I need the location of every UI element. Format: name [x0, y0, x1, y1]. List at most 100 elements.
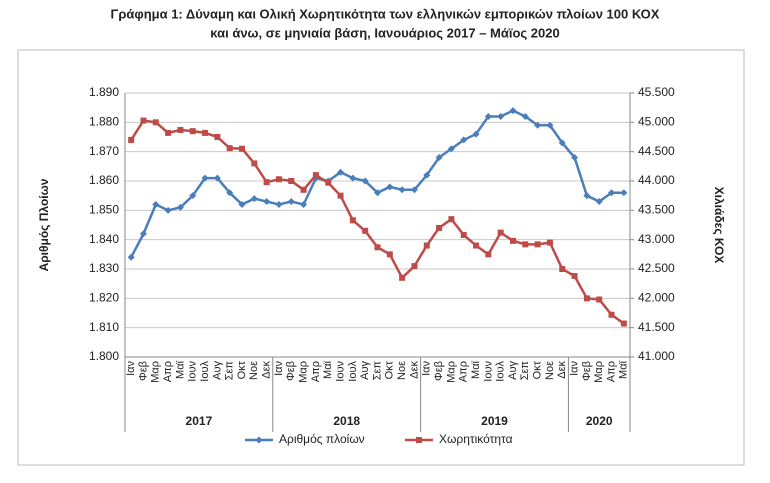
- marker: [423, 171, 431, 179]
- marker: [250, 195, 258, 203]
- series-line: [130, 119, 625, 325]
- marker: [140, 117, 147, 124]
- y2-tick-label: 44.500: [638, 144, 675, 158]
- x-tick-label: Απρ: [162, 361, 174, 382]
- marker: [288, 178, 295, 184]
- marker: [226, 145, 233, 152]
- y-tick-label: 1.820: [89, 291, 119, 305]
- marker: [238, 200, 246, 208]
- x-tick-label: Αυγ: [359, 361, 371, 380]
- y-tick-label: 1.850: [89, 203, 119, 217]
- y-tick-label: 1.890: [89, 85, 119, 99]
- marker: [472, 130, 480, 138]
- marker: [583, 295, 590, 302]
- chart-title: Γράφημα 1: Δύναμη και Ολική Χωρητικότητα…: [111, 6, 660, 21]
- marker: [398, 186, 406, 194]
- marker: [411, 263, 418, 270]
- legend-label: Χωρητικότητα: [439, 432, 513, 446]
- marker: [521, 112, 529, 120]
- marker: [484, 112, 492, 120]
- marker: [473, 242, 480, 249]
- marker: [164, 206, 172, 214]
- marker: [263, 198, 271, 206]
- marker: [177, 126, 184, 133]
- y-tick-label: 1.880: [89, 115, 119, 129]
- x-tick-label: Σεπ: [224, 361, 236, 381]
- legend-label: Αριθμός πλοίων: [279, 432, 365, 446]
- y-tick-label: 1.800: [89, 349, 119, 363]
- x-tick-label: Ιουν: [187, 361, 199, 382]
- marker: [546, 121, 554, 129]
- x-tick-label: Οκτ: [236, 360, 248, 379]
- marker: [534, 121, 542, 129]
- x-tick-label: Σεπ: [371, 361, 383, 381]
- marker: [608, 189, 616, 197]
- marker: [460, 231, 467, 238]
- marker: [127, 253, 135, 261]
- x-tick-label: Απρ: [310, 361, 322, 382]
- group-label: 2020: [586, 414, 613, 428]
- legend-marker: [255, 436, 263, 444]
- x-tick-label: Απρ: [605, 361, 617, 382]
- marker: [251, 160, 258, 167]
- x-tick-label: Μαϊ: [618, 360, 630, 379]
- y-axis-label: Αριθμός Πλοίων: [37, 178, 51, 271]
- marker: [546, 239, 553, 246]
- chart-border: [17, 49, 745, 466]
- marker: [214, 134, 221, 140]
- x-tick-label: Νοε: [396, 361, 408, 380]
- marker: [596, 296, 603, 303]
- group-label: 2017: [186, 414, 213, 428]
- marker: [152, 200, 160, 208]
- y2-tick-label: 43.000: [638, 232, 675, 246]
- marker: [571, 154, 579, 162]
- marker: [497, 229, 504, 236]
- y2-tick-label: 41.000: [638, 349, 675, 363]
- marker: [435, 154, 443, 162]
- marker: [399, 274, 406, 281]
- x-tick-label: Φεβ: [433, 361, 445, 381]
- x-tick-label: Ιαν: [273, 361, 285, 376]
- x-tick-label: Δεκ: [408, 361, 420, 379]
- y2-tick-label: 42.500: [638, 261, 675, 275]
- x-tick-label: Μαϊ: [174, 360, 186, 379]
- marker: [201, 174, 209, 182]
- marker: [485, 251, 492, 258]
- marker: [176, 203, 184, 211]
- y-tick-label: 1.840: [89, 232, 119, 246]
- x-tick-label: Φεβ: [137, 361, 149, 381]
- marker: [522, 241, 529, 248]
- x-tick-label: Μαϊ: [470, 360, 482, 379]
- marker: [620, 189, 628, 197]
- marker: [325, 179, 332, 186]
- x-tick-label: Νοε: [544, 361, 556, 380]
- y-tick-label: 1.810: [89, 320, 119, 334]
- marker: [300, 186, 307, 193]
- x-tick-label: Αυγ: [507, 361, 519, 380]
- y-tick-label: 1.830: [89, 261, 119, 275]
- chart-subtitle: και άνω, σε μηνιαία βάση, Ιανουάριος 201…: [210, 25, 559, 40]
- x-tick-label: Ιουλ: [495, 361, 507, 382]
- marker: [460, 136, 468, 144]
- group-label: 2018: [333, 414, 360, 428]
- marker: [362, 227, 369, 234]
- marker: [447, 145, 455, 153]
- x-tick-label: Ιουλ: [199, 361, 211, 382]
- marker: [349, 217, 356, 224]
- x-tick-label: Δεκ: [556, 361, 568, 379]
- marker: [423, 242, 430, 249]
- x-tick-label: Μαρ: [593, 361, 605, 383]
- y-tick-label: 1.860: [89, 173, 119, 187]
- marker: [583, 192, 591, 200]
- x-tick-label: Ιουν: [334, 361, 346, 382]
- marker: [165, 129, 172, 136]
- y2-tick-label: 45.000: [638, 115, 675, 129]
- x-tick-label: Ιουν: [482, 361, 494, 382]
- marker: [497, 112, 505, 120]
- y2-tick-label: 44.000: [638, 173, 675, 187]
- marker: [534, 241, 541, 248]
- marker: [263, 179, 270, 186]
- marker: [189, 128, 196, 135]
- marker: [509, 237, 516, 244]
